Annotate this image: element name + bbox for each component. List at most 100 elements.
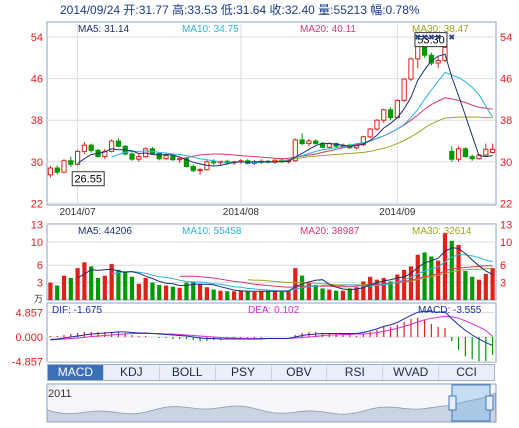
event-marker-icon: ✖ (448, 33, 455, 42)
volume-ma-label: MA10: 55458 (182, 226, 242, 237)
volume-bar (306, 282, 312, 300)
macd-y-tick-label: 0.000 (15, 332, 43, 344)
volume-bar (123, 272, 128, 300)
candle-body (367, 128, 373, 138)
ma5-line (77, 53, 493, 167)
tab-rsi[interactable]: RSI (327, 365, 384, 380)
tab-wvad[interactable]: WVAD (383, 365, 440, 380)
candle-body (190, 165, 196, 172)
price-panel-frame (46, 21, 497, 206)
tab-macd[interactable]: MACD (48, 365, 104, 380)
volume-bar (143, 277, 148, 300)
price-ma-label: MA10: 34.75 (182, 24, 239, 35)
volume-bar (116, 269, 121, 300)
volume-bar (89, 266, 94, 300)
navigator-selection (451, 384, 491, 422)
x-axis-label: 2014/08 (223, 207, 260, 218)
tab-kdj[interactable]: KDJ (104, 365, 160, 380)
price-y-tick-label-right: 46 (500, 74, 512, 86)
volume-bar (177, 287, 182, 300)
volume-bar (408, 266, 414, 300)
volume-bar (293, 268, 298, 300)
tab-obv[interactable]: OBV (272, 365, 328, 380)
volume-y-tick-label: 13 (31, 220, 43, 232)
volume-y-tick-label: 6 (37, 260, 43, 272)
volume-y-tick-label-right: 3 (500, 278, 506, 290)
volume-bar (48, 282, 53, 300)
candle-body (428, 54, 434, 64)
volume-y-tick-label-right: 13 (500, 220, 512, 232)
volume-bar (429, 256, 434, 300)
volume-bar (252, 291, 257, 300)
volume-bar (109, 264, 114, 300)
volume-unit-label: 万 (34, 294, 43, 304)
high-annotation: 53.30 (417, 35, 445, 47)
quote-header: 2014/09/24 开:31.77 高:33.53 低:31.64 收:32.… (60, 3, 420, 17)
volume-bar (388, 281, 393, 300)
ma30-line (274, 116, 493, 163)
candle-body (360, 136, 366, 146)
candle-body (313, 140, 319, 145)
price-y-tick-label: 30 (31, 157, 43, 169)
candle-body (489, 148, 496, 153)
volume-ma-label: MA30: 32614 (412, 226, 472, 237)
volume-bar (490, 268, 495, 300)
volume-y-tick-label-right: 6 (500, 260, 506, 272)
volume-bar (374, 279, 380, 300)
macd-value-label: MACD: -3.555 (418, 305, 482, 316)
volume-bar (422, 252, 427, 300)
volume-bar (279, 291, 284, 300)
event-marker-icon: ✖ (414, 33, 421, 42)
candle-body (156, 152, 162, 160)
volume-bar (245, 291, 250, 300)
candle-body (170, 155, 176, 161)
candle-body (408, 58, 414, 80)
volume-bar (163, 285, 169, 300)
volume-bar (82, 262, 87, 300)
event-marker-icon: ✖ (421, 33, 428, 42)
navigator-area (46, 392, 497, 423)
tab-psy[interactable]: PSY (216, 365, 272, 380)
volume-y-tick-label: 10 (31, 237, 43, 249)
volume-bar (395, 274, 400, 300)
candle-body (211, 161, 217, 164)
navigator-handle-right[interactable] (485, 395, 494, 411)
low-annotation-box (71, 171, 105, 187)
navigator-handle-left[interactable] (448, 395, 457, 411)
ma20-line (179, 97, 493, 160)
volume-bar (483, 273, 488, 300)
price-y-tick-label: 54 (31, 32, 43, 44)
volume-ma-label: MA5: 44206 (78, 226, 132, 237)
volume-bar (184, 282, 189, 300)
ma10-line (111, 71, 494, 164)
candle-body (109, 140, 115, 152)
macd-y-tick-label: -4.857 (12, 357, 43, 369)
volume-bar (218, 290, 223, 300)
candle-body (163, 155, 169, 160)
candle-body (449, 150, 455, 160)
volume-bar (61, 275, 67, 300)
volume-bar (313, 284, 318, 300)
candle-body (68, 160, 74, 165)
macd-value-label: DEA: 0.102 (248, 305, 300, 316)
volume-bar (75, 268, 80, 300)
volume-bar (204, 287, 209, 300)
high-annotation-box (414, 32, 448, 48)
volume-bar (259, 291, 264, 300)
volume-bar (347, 288, 352, 300)
volume-panel-frame (46, 223, 497, 301)
volume-bar (449, 240, 454, 300)
volume-bar (265, 290, 271, 300)
tab-boll[interactable]: BOLL (160, 365, 216, 380)
tab-cci[interactable]: CCI (456, 365, 477, 379)
volume-bar (150, 282, 155, 300)
price-ma-label: MA5: 31.14 (78, 24, 130, 35)
candle-body (299, 139, 305, 145)
event-marker-icon: ✖ (435, 33, 442, 42)
candle-body (115, 140, 122, 147)
volume-bar (225, 291, 230, 300)
price-y-tick-label: 22 (31, 198, 43, 210)
volume-bar (272, 291, 278, 300)
candle-body (81, 144, 88, 152)
